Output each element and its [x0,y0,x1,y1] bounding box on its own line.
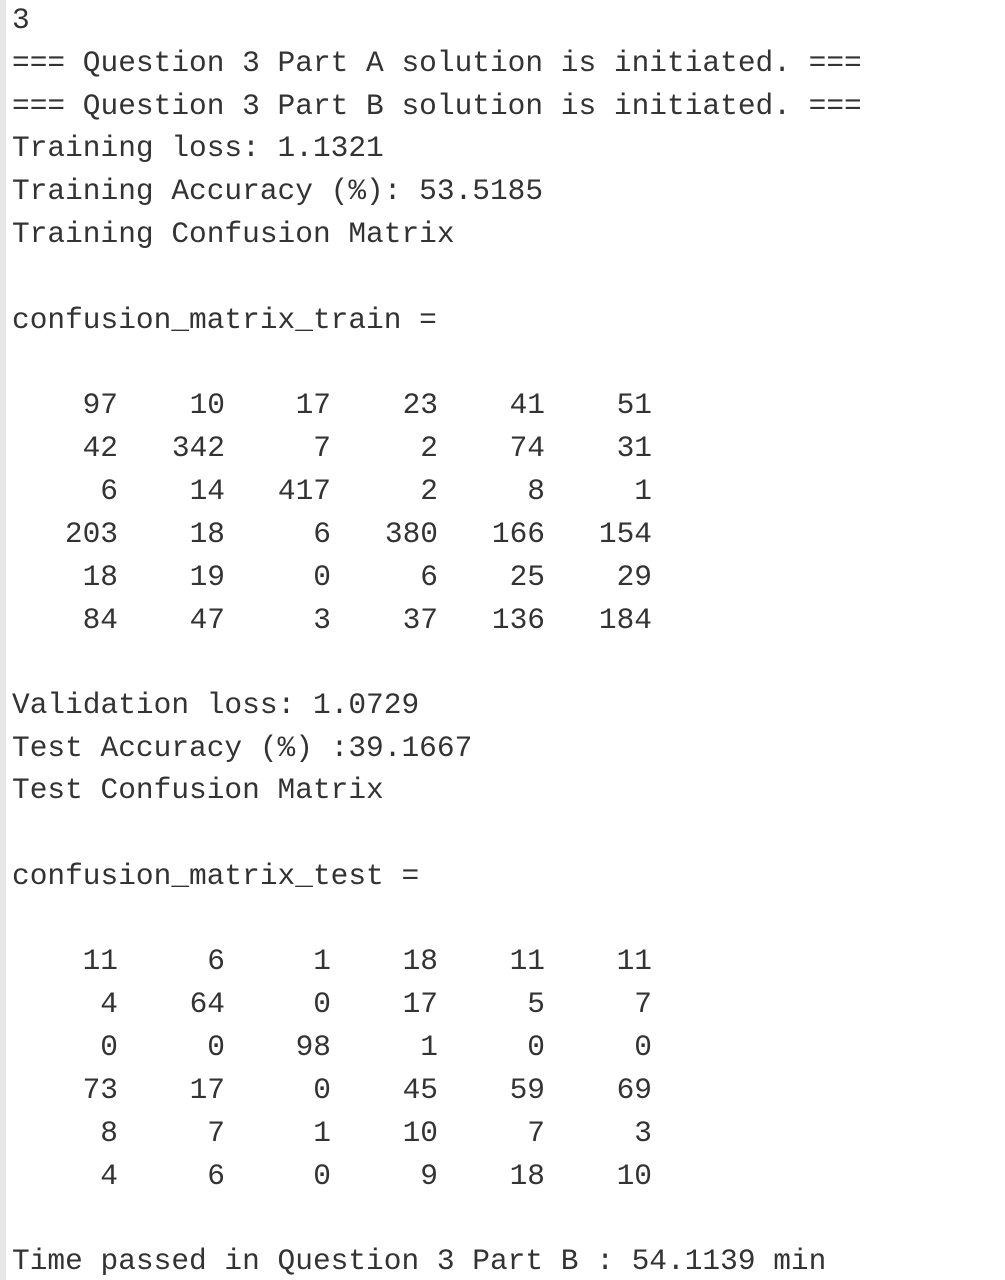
matrix-cell: 11 [616,944,652,978]
matrix-row: 97 10 17 23 41 51 [12,387,672,423]
matrix-cell: 9 [420,1159,438,1193]
matrix-row: 8 7 1 10 7 3 [12,1115,672,1151]
matrix-cell: 0 [527,1030,545,1064]
matrix-cell: 18 [509,1159,545,1193]
matrix-cell: 0 [313,1159,331,1193]
matrix-cell: 17 [295,388,331,422]
matrix-cell: 154 [598,517,652,551]
matrix-cell: 4 [100,987,118,1021]
matrix-cell: 29 [616,560,652,594]
time-passed-line: Time passed in Question 3 Part B : 54.11… [12,1244,827,1278]
matrix-cell: 342 [171,431,225,465]
matrix-cell: 25 [509,560,545,594]
training-loss-line: Training loss: 1.1321 [12,131,384,165]
matrix-row: 11 6 1 18 11 11 [12,943,672,979]
matrix-cell: 1 [420,1030,438,1064]
matrix-cell: 7 [313,431,331,465]
matrix-cell: 69 [616,1073,652,1107]
matrix-row: 4 64 0 17 5 7 [12,986,672,1022]
matrix-cell: 184 [598,603,652,637]
matrix-cell: 6 [420,560,438,594]
matrix-cell: 6 [207,1159,225,1193]
matrix-cell: 18 [402,944,438,978]
matrix-cell: 7 [634,987,652,1021]
matrix-row: 18 19 0 6 25 29 [12,559,672,595]
matrix-cell: 37 [402,603,438,637]
matrix-cell: 1 [313,944,331,978]
matrix-cell: 203 [64,517,118,551]
matrix-cell: 84 [82,603,118,637]
matrix-cell: 2 [420,474,438,508]
matrix-row: 42 342 7 2 74 31 [12,430,672,466]
input-echo: 3 [12,3,30,37]
matrix-cell: 0 [634,1030,652,1064]
console-gutter [0,0,6,1280]
test-accuracy-line: Test Accuracy (%) :39.1667 [12,731,473,765]
test-matrix-var-header: confusion_matrix_test = [12,859,420,893]
matrix-cell: 42 [82,431,118,465]
matrix-cell: 59 [509,1073,545,1107]
matrix-cell: 136 [491,603,545,637]
part-b-banner: === Question 3 Part B solution is initia… [12,89,862,123]
matrix-cell: 8 [100,1116,118,1150]
matrix-cell: 11 [82,944,118,978]
matrix-cell: 18 [189,517,225,551]
matrix-row: 4 6 0 9 18 10 [12,1158,672,1194]
matrix-cell: 45 [402,1073,438,1107]
matrix-cell: 0 [313,987,331,1021]
part-a-banner: === Question 3 Part A solution is initia… [12,46,862,80]
matrix-cell: 73 [82,1073,118,1107]
matrix-cell: 47 [189,603,225,637]
matrix-cell: 380 [384,517,438,551]
matrix-cell: 0 [100,1030,118,1064]
validation-loss-line: Validation loss: 1.0729 [12,688,420,722]
matrix-cell: 3 [634,1116,652,1150]
test-cm-title: Test Confusion Matrix [12,773,384,807]
matrix-cell: 10 [189,388,225,422]
matrix-cell: 1 [634,474,652,508]
matrix-cell: 3 [313,603,331,637]
matrix-cell: 1 [313,1116,331,1150]
matrix-row: 73 17 0 45 59 69 [12,1072,672,1108]
matrix-cell: 64 [189,987,225,1021]
matrix-row: 84 47 3 37 136 184 [12,602,672,638]
matrix-cell: 10 [402,1116,438,1150]
matrix-cell: 41 [509,388,545,422]
matrix-row: 203 18 6 380 166 154 [12,516,672,552]
training-cm-title: Training Confusion Matrix [12,217,455,251]
matrix-cell: 6 [313,517,331,551]
matrix-cell: 74 [509,431,545,465]
matrix-cell: 19 [189,560,225,594]
matrix-cell: 17 [189,1073,225,1107]
matrix-cell: 31 [616,431,652,465]
matrix-cell: 17 [402,987,438,1021]
matrix-cell: 5 [527,987,545,1021]
training-accuracy-line: Training Accuracy (%): 53.5185 [12,174,544,208]
matrix-cell: 23 [402,388,438,422]
matrix-cell: 0 [313,1073,331,1107]
matrix-row: 0 0 98 1 0 0 [12,1029,672,1065]
matrix-cell: 98 [295,1030,331,1064]
matrix-cell: 7 [207,1116,225,1150]
matrix-cell: 6 [207,944,225,978]
matrix-cell: 8 [527,474,545,508]
matrix-cell: 97 [82,388,118,422]
matrix-cell: 4 [100,1159,118,1193]
matrix-cell: 14 [189,474,225,508]
matrix-cell: 11 [509,944,545,978]
matrix-cell: 10 [616,1159,652,1193]
matrix-cell: 0 [313,560,331,594]
matrix-cell: 7 [527,1116,545,1150]
matrix-cell: 417 [277,474,331,508]
matrix-cell: 18 [82,560,118,594]
matrix-cell: 2 [420,431,438,465]
matrix-cell: 166 [491,517,545,551]
matrix-row: 6 14 417 2 8 1 [12,473,672,509]
train-matrix-var-header: confusion_matrix_train = [12,303,437,337]
matrix-cell: 0 [207,1030,225,1064]
matrix-cell: 6 [100,474,118,508]
matrix-cell: 51 [616,388,652,422]
